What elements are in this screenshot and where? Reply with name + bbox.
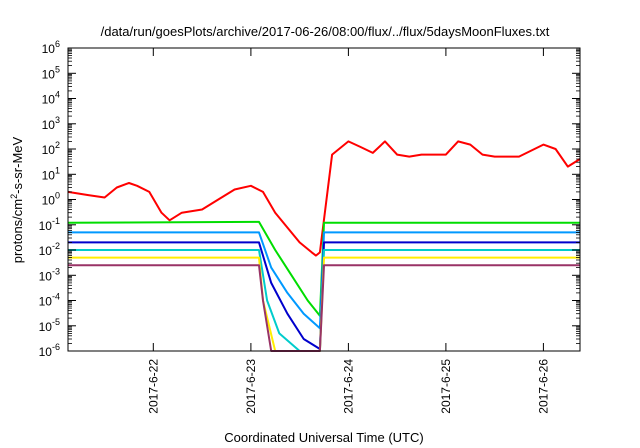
y-tick-label: 101 xyxy=(42,165,60,182)
plot-frame xyxy=(67,47,581,352)
x-tick-label: 2017-6-25 xyxy=(439,359,453,414)
y-tick-label: 10-4 xyxy=(39,292,60,309)
y-tick-label: 10-5 xyxy=(39,317,60,334)
y-tick-label: 103 xyxy=(42,115,60,132)
y-axis-label-rest: -s-sr-MeV xyxy=(10,136,25,193)
series-layer xyxy=(67,140,581,352)
x-tick-label: 2017-6-23 xyxy=(244,359,258,414)
y-axis-label-sup: 2 xyxy=(9,194,19,199)
y-axis-label-base: protons/cm xyxy=(10,199,25,263)
y-tick-label: 105 xyxy=(42,64,60,81)
x-ticks: 2017-6-22 2017-6-23 2017-6-24 2017-6-25 2017… xyxy=(146,48,550,414)
series-line-1 xyxy=(67,140,581,257)
x-tick-label: 2017-6-22 xyxy=(146,359,160,414)
y-tick-label: 10-1 xyxy=(39,216,60,233)
y-tick-label: 106 xyxy=(42,39,60,56)
y-tick-label: 10-6 xyxy=(39,342,60,359)
y-axis-label: protons/cm2-s-sr-MeV xyxy=(9,136,25,263)
y-tick-label: 102 xyxy=(42,140,60,157)
x-axis-label: Coordinated Universal Time (UTC) xyxy=(224,430,423,445)
y-tick-label: 10-2 xyxy=(39,241,60,258)
y-tick-label: 100 xyxy=(42,191,60,208)
x-tick-label: 2017-6-26 xyxy=(536,359,550,414)
y-tick-label: 10-3 xyxy=(39,266,60,283)
x-tick-label: 2017-6-24 xyxy=(341,359,355,414)
y-tick-label: 104 xyxy=(42,90,60,107)
chart-title: /data/run/goesPlots/archive/2017-06-26/0… xyxy=(101,24,550,39)
y-ticks: 10-6 10-5 10-4 10-3 10-2 10-1 100 101 102 103 104 1… xyxy=(39,39,580,359)
series-line-7 xyxy=(68,264,580,352)
